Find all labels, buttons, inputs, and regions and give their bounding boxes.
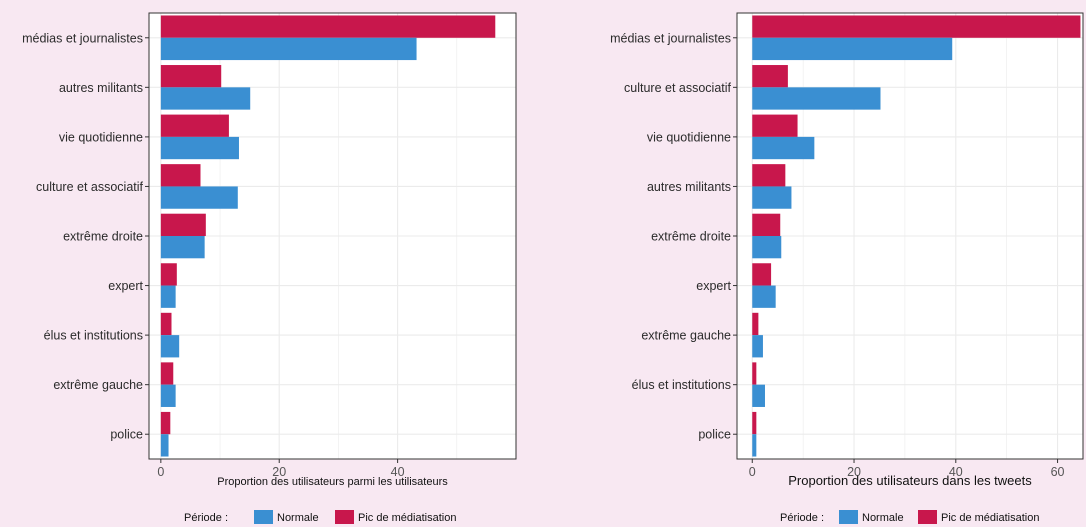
bar-normale-3 bbox=[160, 136, 239, 160]
bar-normale-7 bbox=[160, 335, 180, 358]
bar-pic-4 bbox=[160, 164, 201, 187]
legend-swatch-normale bbox=[254, 510, 273, 524]
bar-pic-8 bbox=[752, 362, 757, 385]
category-label: autres militants bbox=[59, 81, 143, 95]
category-label: médias et journalistes bbox=[22, 31, 143, 45]
bar-pic-5 bbox=[752, 213, 781, 236]
bar-normale-8 bbox=[752, 384, 765, 407]
x-tick-label: 0 bbox=[157, 465, 164, 479]
category-label: élus et institutions bbox=[632, 378, 731, 392]
bar-normale-2 bbox=[160, 87, 251, 110]
bar-normale-9 bbox=[752, 434, 757, 457]
bar-pic-9 bbox=[160, 411, 171, 435]
bar-normale-7 bbox=[752, 335, 763, 358]
chart-panel-1: médias et journalistes autres militants vi… bbox=[22, 12, 517, 524]
category-label: médias et journalistes bbox=[610, 31, 731, 45]
category-label: police bbox=[110, 428, 143, 442]
bar-normale-1 bbox=[752, 37, 953, 61]
bar-pic-5 bbox=[160, 213, 206, 236]
bar-normale-8 bbox=[160, 384, 176, 407]
legend-swatch-normale bbox=[839, 510, 858, 524]
x-axis-label: Proportion des utilisateurs parmi les ut… bbox=[217, 476, 448, 488]
legend-title: Période : bbox=[780, 512, 824, 524]
bar-pic-1 bbox=[752, 15, 1081, 38]
bar-normale-5 bbox=[752, 236, 782, 259]
category-label: culture et associatif bbox=[36, 180, 144, 194]
category-label: police bbox=[698, 428, 731, 442]
bar-pic-1 bbox=[160, 15, 496, 38]
category-label: autres militants bbox=[647, 180, 731, 194]
bar-pic-7 bbox=[752, 312, 759, 336]
bar-normale-2 bbox=[752, 87, 881, 110]
category-label: expert bbox=[108, 279, 143, 293]
legend-label-normale: Normale bbox=[277, 512, 319, 524]
bar-pic-2 bbox=[752, 65, 788, 88]
category-label: culture et associatif bbox=[624, 81, 732, 95]
bar-normale-5 bbox=[160, 236, 205, 259]
category-label: vie quotidienne bbox=[647, 130, 731, 144]
x-tick-label: 60 bbox=[1051, 465, 1065, 479]
bar-pic-6 bbox=[160, 263, 177, 286]
category-label: expert bbox=[696, 279, 731, 293]
category-label: extrême gauche bbox=[53, 378, 143, 392]
bar-pic-3 bbox=[752, 114, 798, 137]
category-label: vie quotidienne bbox=[59, 130, 143, 144]
legend-label-normale: Normale bbox=[862, 512, 904, 524]
bar-normale-9 bbox=[160, 434, 169, 457]
bar-normale-3 bbox=[752, 136, 815, 160]
x-tick-label: 20 bbox=[847, 465, 861, 479]
x-axis-label: Proportion des utilisateurs dans les twe… bbox=[788, 473, 1032, 488]
legend-label-pic: Pic de médiatisation bbox=[358, 512, 456, 524]
bar-pic-8 bbox=[160, 362, 174, 385]
chart-panel-2: médias et journalistes culture et associa… bbox=[610, 12, 1084, 524]
x-tick-label: 40 bbox=[949, 465, 963, 479]
bar-pic-4 bbox=[752, 164, 786, 187]
category-label: élus et institutions bbox=[44, 329, 143, 343]
bar-normale-6 bbox=[160, 285, 176, 308]
x-tick-label: 0 bbox=[749, 465, 756, 479]
legend-swatch-pic bbox=[335, 510, 354, 524]
legend-swatch-pic bbox=[918, 510, 937, 524]
bar-pic-2 bbox=[160, 65, 222, 88]
category-label: extrême droite bbox=[651, 230, 731, 244]
legend-title: Période : bbox=[184, 512, 228, 524]
bar-normale-6 bbox=[752, 285, 776, 308]
bar-pic-7 bbox=[160, 312, 172, 336]
legend-label-pic: Pic de médiatisation bbox=[941, 512, 1039, 524]
bar-pic-6 bbox=[752, 263, 772, 286]
x-tick-label: 40 bbox=[391, 465, 405, 479]
bar-normale-4 bbox=[160, 186, 238, 209]
category-label: extrême droite bbox=[63, 230, 143, 244]
bar-pic-3 bbox=[160, 114, 229, 137]
bar-normale-1 bbox=[160, 37, 417, 61]
category-label: extrême gauche bbox=[641, 329, 731, 343]
bar-pic-9 bbox=[752, 411, 757, 435]
bar-normale-4 bbox=[752, 186, 792, 209]
x-tick-label: 20 bbox=[272, 465, 286, 479]
